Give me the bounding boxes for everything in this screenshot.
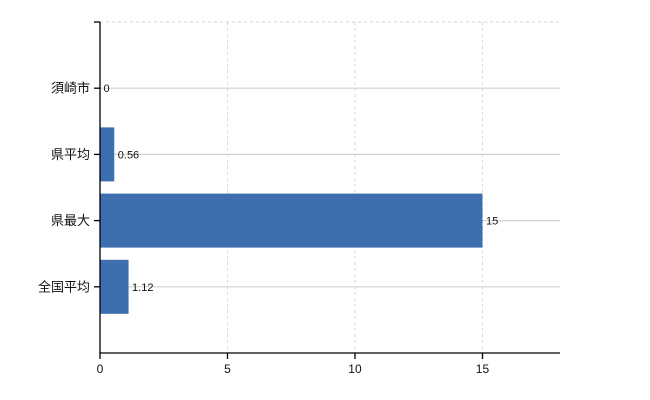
bar [100,259,129,314]
x-tick-label: 10 [348,362,362,376]
bar-value-label: 1.12 [132,282,153,294]
category-label: 県平均 [51,147,90,162]
x-tick-label: 5 [224,362,231,376]
x-tick-label: 0 [97,362,104,376]
category-label: 県最大 [51,213,90,228]
bar-value-label: 0.56 [118,149,139,161]
bar-value-label: 0 [104,83,110,95]
x-tick-label: 15 [476,362,490,376]
bar-value-label: 15 [486,216,498,228]
bar [100,193,483,248]
category-label: 須崎市 [51,81,90,96]
bar [100,127,115,182]
category-label: 全国平均 [38,279,90,294]
